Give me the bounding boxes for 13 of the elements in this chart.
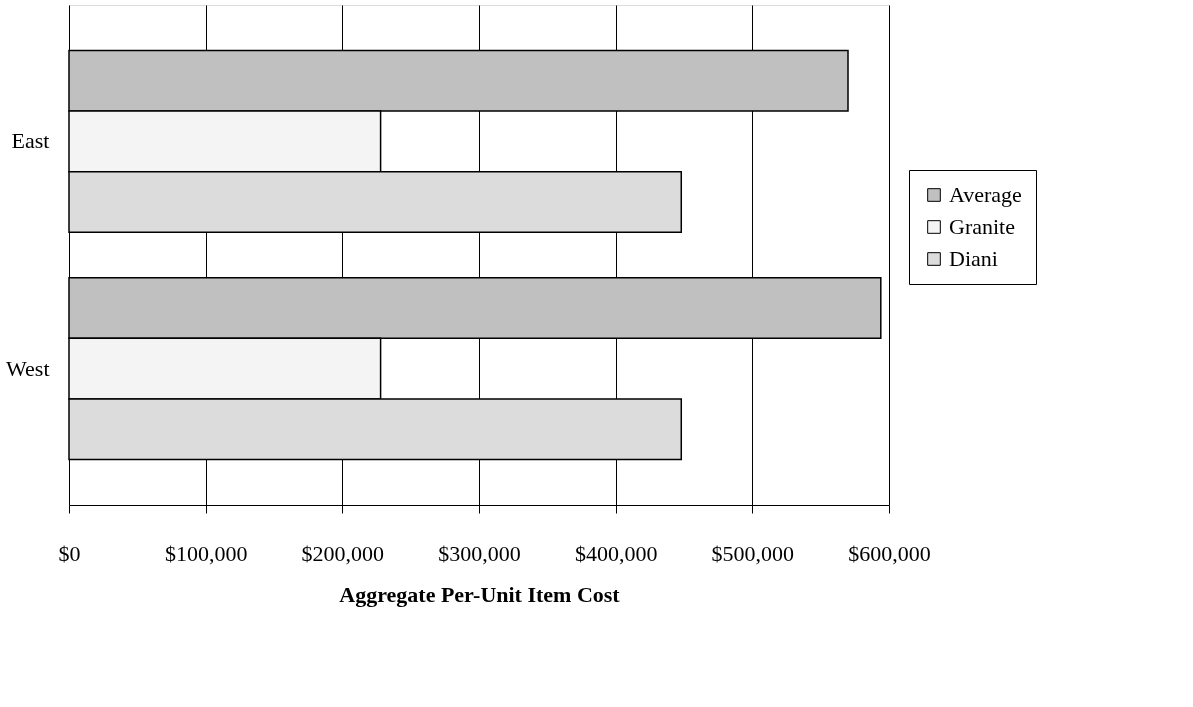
x-axis-title: Aggregate Per-Unit Item Cost bbox=[339, 581, 621, 607]
legend-label: Diani bbox=[949, 246, 998, 271]
x-tick-label: $200,000 bbox=[301, 540, 385, 566]
x-tick-label: $600,000 bbox=[848, 540, 931, 566]
legend-label: Average bbox=[949, 182, 1022, 207]
x-tick-label: $100,000 bbox=[164, 540, 248, 566]
y-tick-label: West bbox=[6, 355, 50, 381]
x-tick-label: $500,000 bbox=[711, 540, 795, 566]
x-tick-label: $300,000 bbox=[438, 540, 521, 566]
x-tick-label: $0 bbox=[58, 540, 81, 566]
y-tick-label: East bbox=[11, 128, 50, 154]
legend-label: Granite bbox=[949, 214, 1015, 239]
x-tick-label: $400,000 bbox=[574, 540, 658, 566]
